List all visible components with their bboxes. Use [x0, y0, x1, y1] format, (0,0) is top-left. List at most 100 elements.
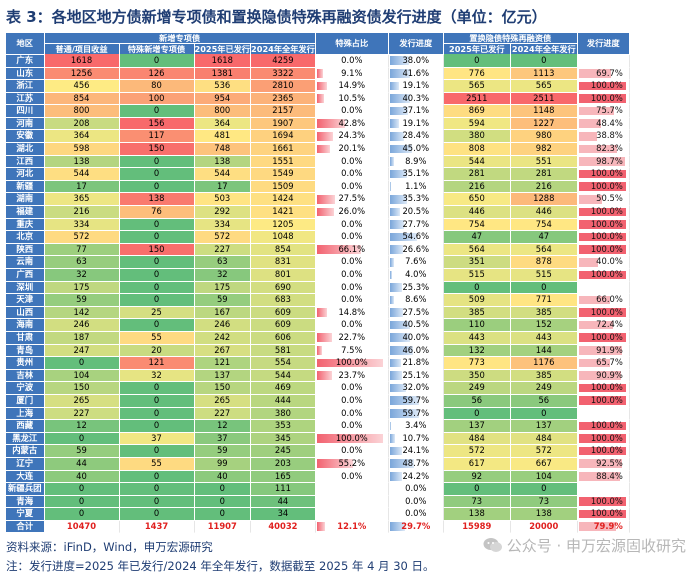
special-new-value: 0 — [153, 168, 160, 179]
progress-new-cell: 59.7% — [388, 394, 444, 408]
progress-new: 1.1% — [405, 180, 427, 191]
progress-new: 41.6% — [402, 67, 430, 78]
refi-2025: 773 — [468, 357, 485, 368]
refi-2025-cell: 773 — [443, 356, 511, 370]
refi-2024: 565 — [535, 80, 552, 91]
refi-2024-cell: 137 — [510, 419, 578, 433]
refi-2024: 152 — [535, 319, 552, 330]
progress-new-cell: 3.4% — [388, 419, 444, 433]
refi-2024: 572 — [535, 445, 552, 456]
refi-2025: 15989 — [462, 520, 492, 531]
progress-refi: 100.0% — [590, 306, 623, 317]
progress-new-cell: 28.4% — [388, 129, 444, 144]
refi-2025-cell: 351 — [443, 255, 511, 269]
special-new-value-cell: 0 — [119, 419, 195, 433]
region: 广西 — [16, 269, 34, 279]
special-new-value: 0 — [153, 407, 160, 418]
refi-2025-cell: 2511 — [443, 92, 511, 106]
refi-2025-cell: 110 — [443, 318, 511, 332]
progress-refi-cell: 100.0% — [577, 92, 630, 106]
issued-2024-cell: 1509 — [250, 180, 316, 194]
progress-refi-cell: 100.0% — [577, 306, 630, 320]
region: 新疆 — [16, 180, 34, 191]
issued-2025-cell: 0 — [194, 495, 252, 509]
region-cell: 陕西 — [6, 243, 45, 257]
region-cell: 西藏 — [6, 419, 45, 433]
general-value-cell: 227 — [44, 407, 120, 421]
refi-2025: 544 — [468, 155, 485, 166]
general-value-cell: 800 — [44, 104, 120, 118]
refi-2025: 380 — [468, 130, 485, 141]
header-group-refi: 置换隐债特殊再融资债 — [443, 33, 578, 45]
issued-2025-cell: 748 — [194, 142, 252, 156]
special-ratio: 0.0% — [341, 281, 363, 292]
table-row: 吉林 104 32 137 544 23.7% 25.1% 350 385 90.9% — [6, 369, 630, 383]
special-ratio-bar — [316, 358, 384, 368]
general-value: 150 — [73, 382, 90, 393]
region: 重庆 — [16, 218, 34, 229]
special-ratio: 14.9% — [338, 80, 366, 91]
progress-new-cell: 26.6% — [388, 243, 444, 257]
region: 内蒙古 — [12, 445, 38, 456]
refi-2024-cell: 0 — [510, 54, 578, 68]
general-value-cell: 854 — [44, 92, 120, 106]
progress-refi-cell: 48.4% — [577, 117, 630, 131]
progress-refi: 100.0% — [590, 331, 623, 342]
refi-2024-cell: 56 — [510, 394, 578, 408]
refi-2025-cell: 617 — [443, 457, 511, 471]
special-new-value: 0 — [153, 218, 160, 229]
progress-new: 37.1% — [402, 105, 430, 116]
special-ratio-cell: 42.8% — [315, 117, 389, 131]
issued-2025-cell: 138 — [194, 155, 252, 169]
progress-new-cell: 24.2% — [388, 470, 444, 484]
refi-2024: 0 — [541, 483, 547, 494]
general-value-cell: 208 — [44, 117, 120, 131]
special-new-value-cell: 0 — [119, 444, 195, 458]
special-new-value: 0 — [153, 420, 160, 431]
special-new-value-cell: 0 — [119, 54, 195, 68]
special-ratio: 0.0% — [341, 168, 363, 179]
issued-2024: 40032 — [268, 520, 298, 531]
special-new-value: 0 — [153, 180, 160, 191]
table-row: 辽宁 44 55 99 203 55.2% 48.7% 617 667 92.5% — [6, 457, 630, 471]
progress-refi-bar — [578, 194, 603, 204]
region: 湖北 — [16, 143, 34, 154]
special-new-value-cell: 0 — [119, 268, 195, 282]
special-new-value: 150 — [148, 243, 165, 254]
progress-new: 28.4% — [402, 130, 430, 141]
region-cell: 宁夏 — [6, 507, 45, 521]
special-ratio: 24.3% — [338, 130, 366, 141]
table-row: 天津 59 0 59 683 0.0% 8.6% 509 771 66.0% — [6, 293, 630, 307]
region-cell: 湖南 — [6, 192, 45, 207]
refi-2024-cell: 216 — [510, 180, 578, 194]
special-new-value-cell: 1437 — [119, 519, 195, 534]
refi-2024-cell: 1227 — [510, 117, 578, 131]
progress-new-cell: 35.1% — [388, 167, 444, 181]
special-ratio: 66.1% — [338, 243, 366, 254]
issuance-table: 地区 新增专项债 特殊占比 发行进度 置换隐债特殊再融资债 发行进度 普通/项目… — [6, 33, 630, 534]
issued-2024: 4259 — [272, 54, 294, 65]
total-row: 合计 10470 1437 11907 40032 12.1% 29.7% 15989 2000… — [6, 519, 630, 534]
table-row: 浙江 456 80 536 2810 14.9% 19.1% 565 565 100.0% — [6, 79, 630, 93]
region-cell: 吉林 — [6, 369, 45, 383]
special-new-value: 0 — [153, 54, 160, 65]
issued-2024-cell: 1907 — [250, 117, 316, 131]
region-cell: 山东 — [6, 67, 45, 81]
issued-2024: 345 — [274, 432, 291, 443]
special-ratio-cell — [315, 507, 389, 521]
issued-2024: 1549 — [272, 168, 294, 179]
general-value-cell: 456 — [44, 79, 120, 93]
special-ratio: 12.1% — [337, 520, 367, 531]
issued-2024: 1205 — [272, 218, 294, 229]
table-row: 厦门 265 0 265 444 0.0% 59.7% 56 56 100.0% — [6, 394, 630, 408]
issued-2024: 581 — [274, 344, 291, 355]
region: 福建 — [16, 206, 34, 217]
region-cell: 河北 — [6, 167, 45, 181]
refi-2024-cell: 980 — [510, 129, 578, 144]
special-ratio-cell: 27.5% — [315, 192, 389, 207]
progress-new: 59.7% — [402, 407, 430, 418]
refi-2024: 982 — [535, 143, 552, 154]
refi-2025-cell: 572 — [443, 444, 511, 458]
refi-2025: 776 — [468, 67, 485, 78]
progress-new-cell: 0.0% — [388, 495, 444, 509]
